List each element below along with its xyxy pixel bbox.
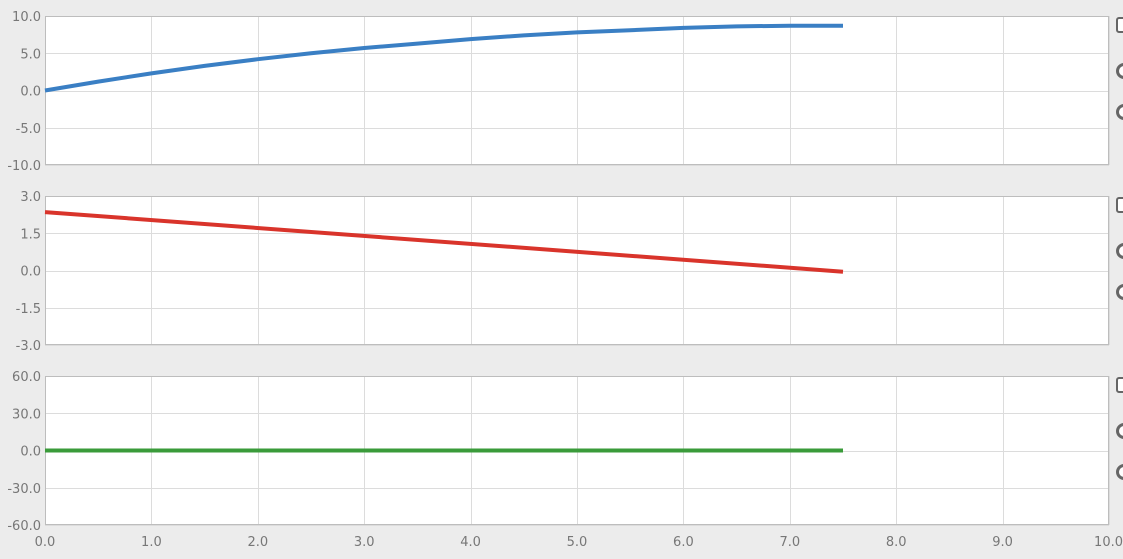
series-checkbox[interactable]: [1116, 197, 1123, 213]
x-tick-label: 9.0: [992, 535, 1013, 550]
y-tick-label: 30.0: [12, 407, 41, 422]
series-radio[interactable]: [1116, 423, 1123, 439]
x-tick-label: 1.0: [141, 535, 162, 550]
y-tick-label: 0.0: [20, 85, 41, 100]
series-checkbox[interactable]: [1116, 17, 1123, 33]
radio-circle: [1116, 284, 1123, 300]
radio-circle: [1116, 423, 1123, 439]
x-tick-label: 6.0: [673, 535, 694, 550]
x-tick-label: 0.0: [35, 535, 56, 550]
radio-circle: [1116, 63, 1123, 79]
y-tick-label: 0.0: [20, 265, 41, 280]
y-tick-label: 5.0: [20, 47, 41, 62]
y-tick-label: -10.0: [7, 159, 41, 174]
x-tick-label: 4.0: [460, 535, 481, 550]
y-tick-label: -5.0: [16, 122, 41, 137]
chart-panel-1: 10.0 5.0 0.0 -5.0 -10.0: [7, 10, 1110, 174]
series-radio[interactable]: [1116, 63, 1123, 79]
chart-panel-3: 60.030.00.0-30.0-60.00.0 1.0 2.0 3.0 4.0 5.0 6…: [7, 370, 1123, 550]
plot-border: [45, 196, 1109, 345]
x-tick-label: 3.0: [354, 535, 375, 550]
y-tick-label: -3.0: [16, 339, 41, 354]
series-checkbox[interactable]: [1116, 377, 1123, 393]
checkbox-box: [1116, 197, 1123, 213]
series-radio[interactable]: [1116, 104, 1123, 120]
y-tick-label: 0.0: [20, 445, 41, 460]
series-line: [44, 210, 844, 274]
chart-panel-2: 3.0 1.5 0.0 -1.5 -3.0: [16, 190, 1110, 354]
y-tick-label: 10.0: [12, 10, 41, 25]
checkbox-box: [1116, 377, 1123, 393]
y-tick-label: -1.5: [16, 302, 41, 317]
x-tick-label: 2.0: [247, 535, 268, 550]
series-radio[interactable]: [1116, 464, 1123, 480]
radio-circle: [1116, 104, 1123, 120]
y-tick-label: 3.0: [20, 190, 41, 205]
x-tick-label: 8.0: [886, 535, 907, 550]
checkbox-box: [1116, 17, 1123, 33]
radio-circle: [1116, 464, 1123, 480]
radio-circle: [1116, 243, 1123, 259]
x-tick-label: 7.0: [779, 535, 800, 550]
x-tick-label: 10.0: [1094, 535, 1123, 550]
series-line: [44, 23, 843, 93]
y-tick-label: 1.5: [20, 227, 41, 242]
y-tick-label: -30.0: [7, 482, 41, 497]
x-tick-label: 5.0: [567, 535, 588, 550]
y-tick-label: 60.0: [12, 370, 41, 385]
series-radio[interactable]: [1116, 284, 1123, 300]
series-radio[interactable]: [1116, 243, 1123, 259]
y-tick-label: -60.0: [7, 519, 41, 534]
